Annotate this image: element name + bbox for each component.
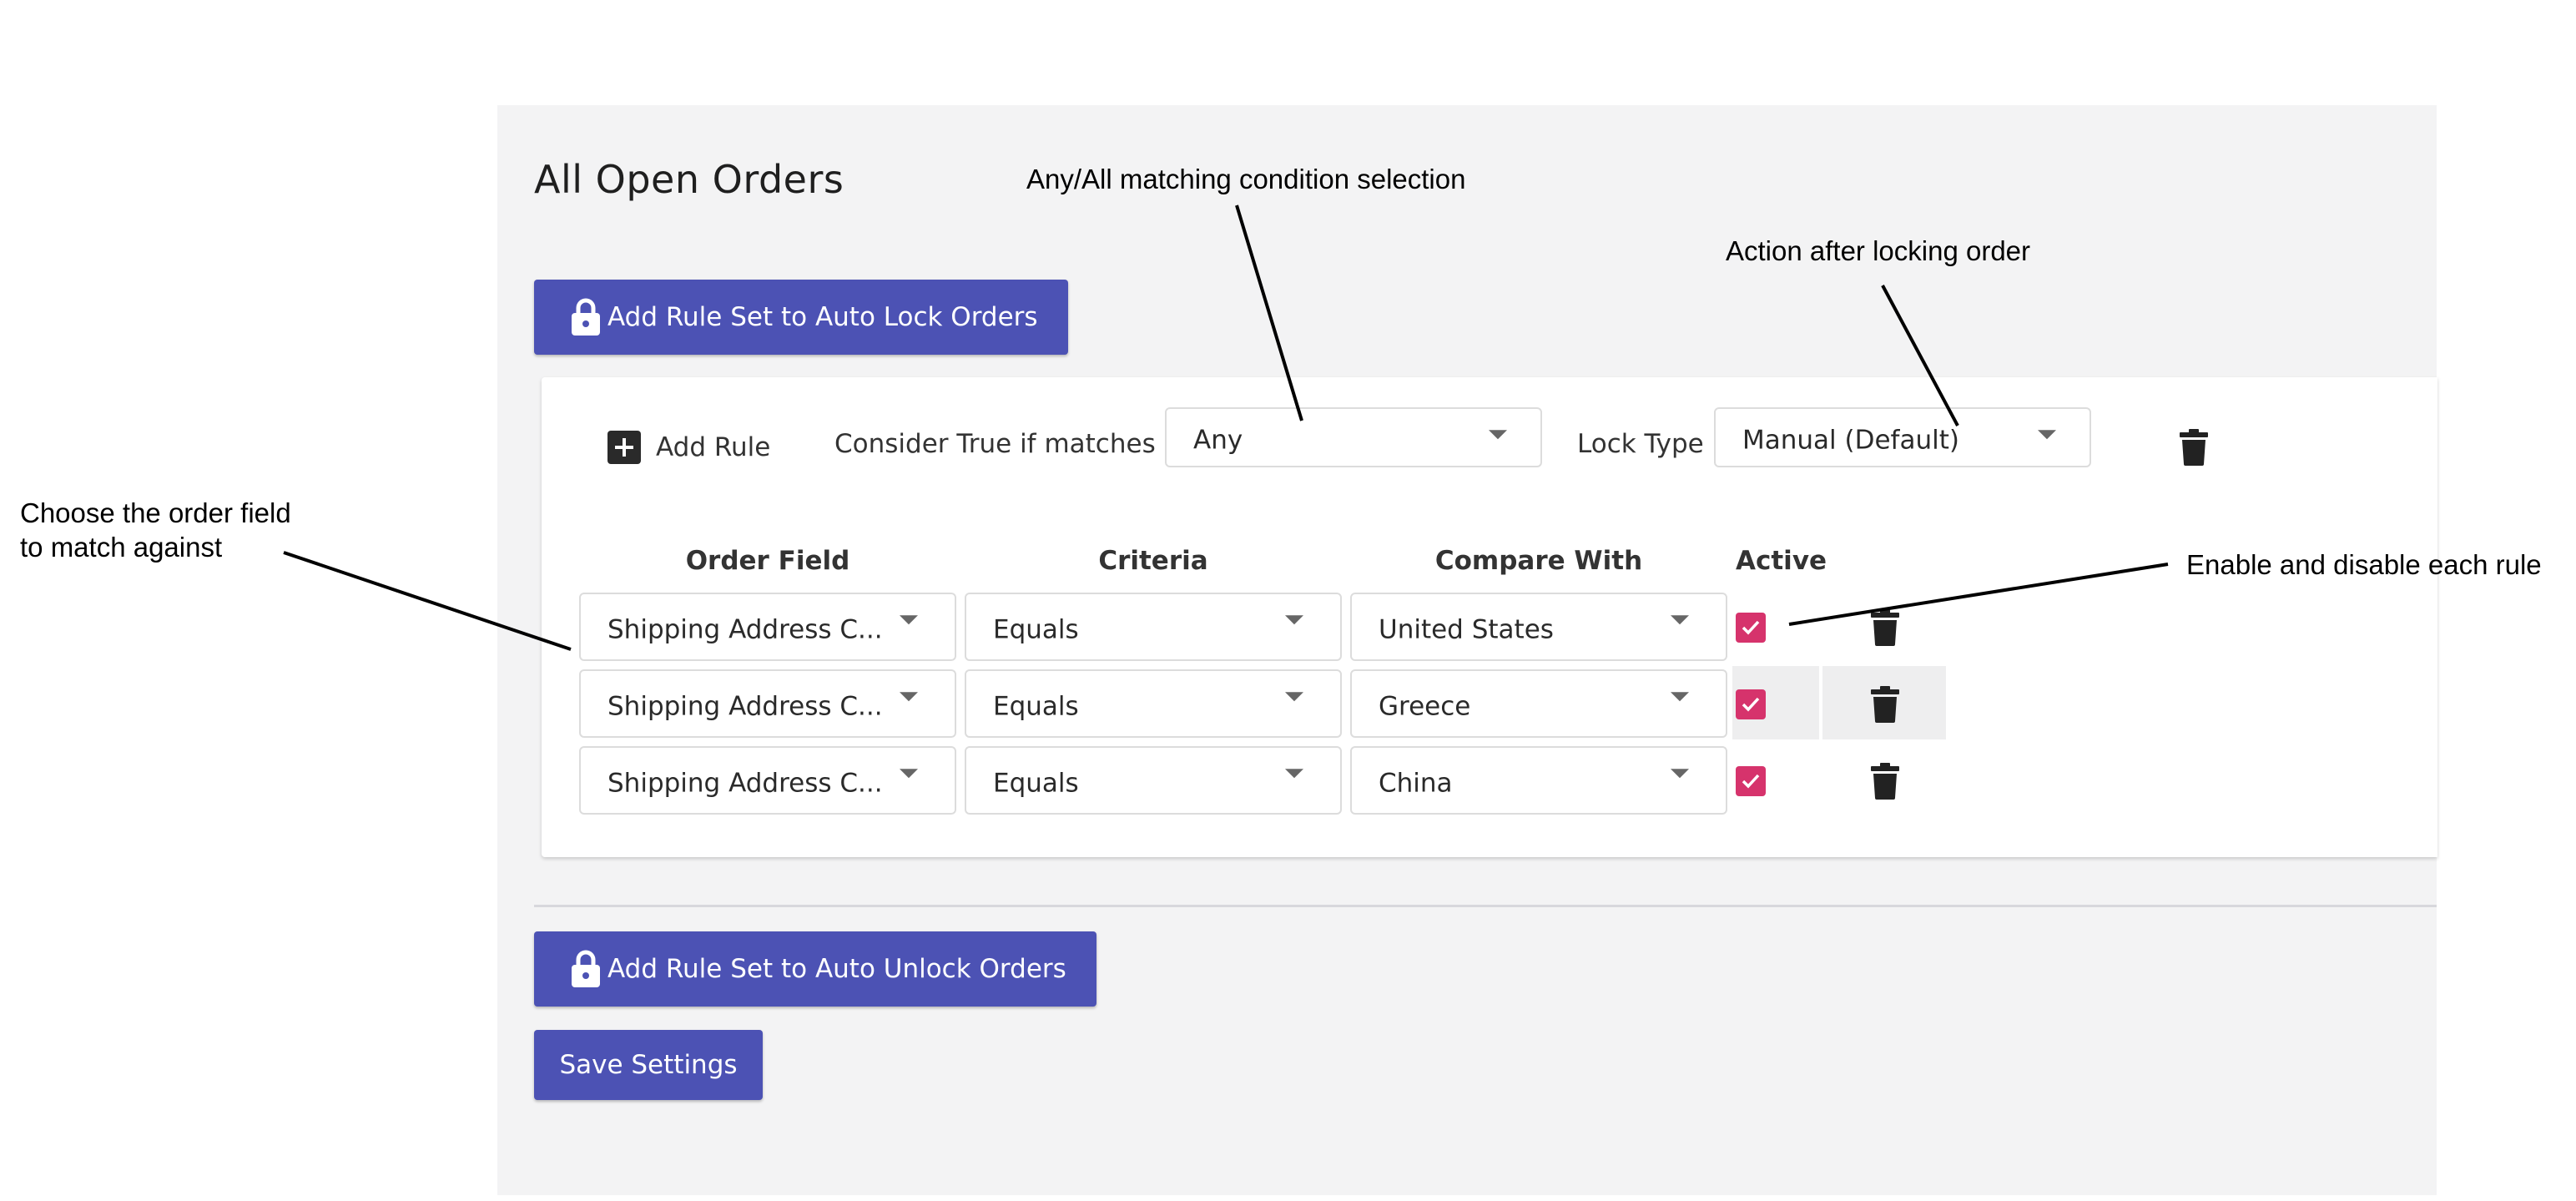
plus-square-icon [607,431,641,464]
page-title: All Open Orders [534,157,844,202]
rule-order-field-value: Shipping Address C... [607,768,883,799]
caret-down-icon [1671,692,1689,702]
lock-type-value: Manual (Default) [1742,425,1959,456]
caret-down-icon [1671,615,1689,625]
save-settings-button[interactable]: Save Settings [534,1030,763,1100]
rule-order-field-select[interactable]: Shipping Address C... [579,746,956,815]
add-rule-label: Add Rule [656,432,771,462]
caret-down-icon [900,692,918,702]
rule-criteria-select[interactable]: Equals [965,746,1342,815]
checkmark-icon [1742,620,1760,635]
column-header-active: Active [1736,546,1827,576]
delete-rule-set-icon[interactable] [2180,429,2208,466]
rule-compare-with-value: China [1379,768,1453,799]
checkmark-icon [1742,697,1760,712]
lock-icon [569,297,602,337]
add-unlock-rule-set-button[interactable]: Add Rule Set to Auto Unlock Orders [534,931,1096,1007]
rule-order-field-value: Shipping Address C... [607,691,883,722]
consider-true-label: Consider True if matches [834,429,1156,459]
delete-rule-icon[interactable] [1871,686,1899,723]
caret-down-icon [900,769,918,779]
rule-compare-with-value: Greece [1379,691,1471,722]
caret-down-icon [1489,430,1507,440]
rule-criteria-value: Equals [993,691,1079,722]
lock-icon [569,949,602,989]
annotation-order-field: Choose the order field to match against [20,496,291,565]
rule-order-field-select[interactable]: Shipping Address C... [579,593,956,661]
caret-down-icon [2038,430,2056,440]
rule-active-checkbox[interactable] [1736,613,1766,643]
lock-type-select[interactable]: Manual (Default) [1714,407,2091,467]
rule-compare-with-value: United States [1379,614,1554,645]
annotation-line-lock-action [1881,285,1959,426]
column-header-compare-with: Compare With [1434,546,1643,576]
caret-down-icon [900,615,918,625]
annotation-line-order-field [283,551,572,651]
caret-down-icon [1671,769,1689,779]
annotation-enable-disable: Enable and disable each rule [2186,549,2542,580]
rule-compare-with-select[interactable]: United States [1350,593,1727,661]
column-header-criteria: Criteria [1098,546,1208,576]
rule-compare-with-select[interactable]: Greece [1350,669,1727,738]
match-mode-value: Any [1193,425,1243,456]
rule-order-field-select[interactable]: Shipping Address C... [579,669,956,738]
lock-type-label: Lock Type [1577,429,1704,459]
delete-rule-icon[interactable] [1871,609,1899,646]
rule-criteria-value: Equals [993,614,1079,645]
rule-active-checkbox[interactable] [1736,689,1766,719]
annotation-lock-action: Action after locking order [1726,235,2031,266]
rule-order-field-value: Shipping Address C... [607,614,883,645]
annotation-order-field-line1: Choose the order field [20,497,291,528]
section-divider [534,905,2437,907]
add-lock-rule-set-button[interactable]: Add Rule Set to Auto Lock Orders [534,280,1068,355]
add-lock-rule-set-label: Add Rule Set to Auto Lock Orders [607,302,1038,332]
column-header-order-field: Order Field [685,546,850,576]
rule-active-checkbox[interactable] [1736,766,1766,796]
save-settings-label: Save Settings [559,1050,738,1080]
delete-rule-icon[interactable] [1871,763,1899,800]
checkmark-icon [1742,774,1760,789]
caret-down-icon [1285,615,1303,625]
add-unlock-rule-set-label: Add Rule Set to Auto Unlock Orders [607,954,1066,984]
add-rule-button[interactable]: Add Rule [607,429,770,466]
annotation-match-condition: Any/All matching condition selection [1026,164,1466,194]
rule-criteria-value: Equals [993,768,1079,799]
rule-criteria-select[interactable]: Equals [965,669,1342,738]
annotation-line-match-condition [1235,204,1303,421]
match-mode-select[interactable]: Any [1165,407,1542,467]
caret-down-icon [1285,769,1303,779]
annotation-line-enable-disable [1788,563,2169,626]
caret-down-icon [1285,692,1303,702]
rule-compare-with-select[interactable]: China [1350,746,1727,815]
rule-criteria-select[interactable]: Equals [965,593,1342,661]
annotation-order-field-line2: to match against [20,532,223,563]
